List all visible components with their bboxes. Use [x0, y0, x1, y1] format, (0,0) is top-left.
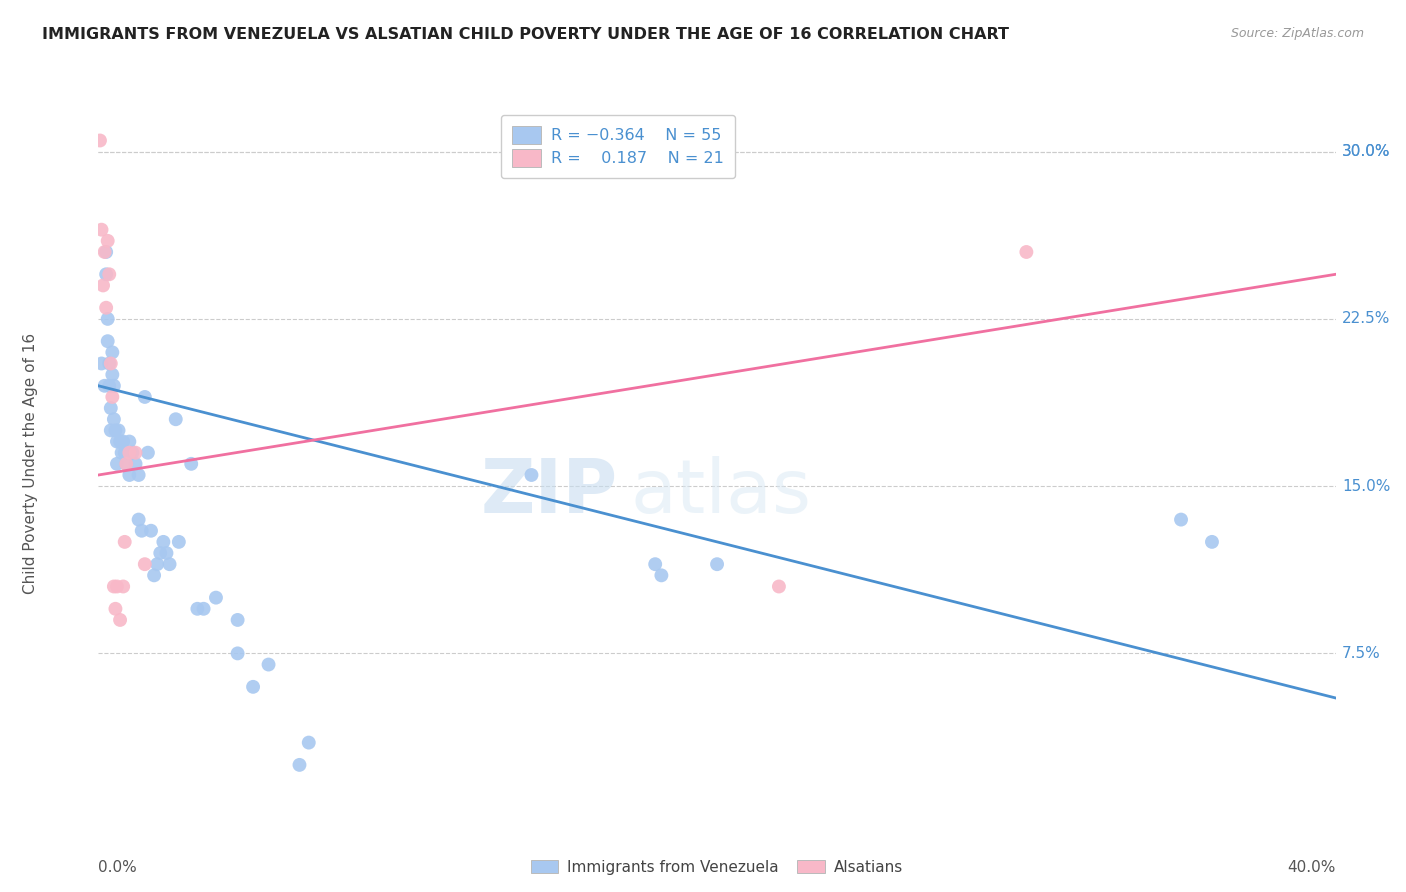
Point	[100, 424, 122, 438]
Point	[89, 133, 111, 147]
Text: 40.0%: 40.0%	[1288, 860, 1336, 875]
Point	[128, 512, 150, 526]
Point	[91, 278, 114, 293]
Point	[90, 222, 112, 236]
Point	[124, 446, 146, 460]
Text: atlas: atlas	[630, 456, 811, 529]
Point	[115, 457, 138, 471]
Point	[96, 244, 118, 259]
Point	[97, 334, 120, 349]
Point	[104, 424, 127, 438]
Text: 15.0%: 15.0%	[1341, 479, 1391, 493]
Point	[105, 434, 128, 449]
Point	[226, 613, 249, 627]
Point	[146, 557, 169, 572]
Point	[118, 446, 141, 460]
Point	[167, 534, 190, 549]
Point	[98, 378, 121, 392]
Point	[134, 557, 156, 572]
Point	[90, 356, 112, 371]
Point	[226, 646, 249, 660]
Point	[103, 412, 125, 426]
Point	[103, 378, 125, 392]
Point	[650, 568, 672, 582]
Point	[242, 680, 264, 694]
Text: 22.5%: 22.5%	[1341, 311, 1391, 326]
Point	[112, 434, 135, 449]
Point	[114, 446, 136, 460]
Point	[180, 457, 202, 471]
Text: 7.5%: 7.5%	[1341, 646, 1381, 661]
Point	[107, 424, 129, 438]
Point	[105, 457, 128, 471]
Text: IMMIGRANTS FROM VENEZUELA VS ALSATIAN CHILD POVERTY UNDER THE AGE OF 16 CORRELAT: IMMIGRANTS FROM VENEZUELA VS ALSATIAN CH…	[42, 27, 1010, 42]
Point	[165, 412, 187, 426]
Point	[108, 434, 131, 449]
Point	[111, 446, 132, 460]
Point	[100, 356, 122, 371]
Point	[103, 580, 125, 594]
Point	[149, 546, 172, 560]
Text: Source: ZipAtlas.com: Source: ZipAtlas.com	[1230, 27, 1364, 40]
Text: 30.0%: 30.0%	[1341, 145, 1391, 159]
Point	[101, 368, 124, 382]
Point	[1170, 512, 1192, 526]
Point	[186, 602, 208, 616]
Point	[128, 467, 150, 482]
Point	[134, 390, 156, 404]
Point	[100, 401, 122, 416]
Point	[124, 457, 146, 471]
Point	[121, 446, 143, 460]
Point	[143, 568, 166, 582]
Point	[96, 301, 118, 315]
Point	[98, 356, 121, 371]
Point	[139, 524, 162, 538]
Point	[101, 390, 124, 404]
Point	[152, 534, 174, 549]
Point	[112, 580, 135, 594]
Point	[644, 557, 666, 572]
Point	[193, 602, 215, 616]
Point	[155, 546, 177, 560]
Point	[118, 467, 141, 482]
Point	[104, 602, 127, 616]
Point	[159, 557, 181, 572]
Text: Child Poverty Under the Age of 16: Child Poverty Under the Age of 16	[22, 334, 38, 594]
Text: 0.0%: 0.0%	[98, 860, 138, 875]
Point	[108, 613, 131, 627]
Text: ZIP: ZIP	[481, 456, 619, 529]
Point	[520, 467, 543, 482]
Point	[101, 345, 124, 359]
Point	[131, 524, 153, 538]
Point	[706, 557, 728, 572]
Point	[115, 457, 138, 471]
Point	[768, 580, 790, 594]
Point	[1015, 244, 1038, 259]
Point	[98, 268, 121, 282]
Point	[298, 735, 321, 749]
Point	[93, 378, 115, 392]
Point	[97, 234, 120, 248]
Point	[1201, 534, 1223, 549]
Text: 30.0%: 30.0%	[1341, 145, 1391, 159]
Point	[136, 446, 159, 460]
Point	[257, 657, 280, 672]
Point	[105, 580, 128, 594]
Point	[114, 534, 136, 549]
Point	[97, 312, 120, 326]
Point	[205, 591, 228, 605]
Point	[118, 434, 141, 449]
Point	[288, 758, 311, 772]
Point	[93, 244, 115, 259]
Point	[96, 268, 118, 282]
Legend: Immigrants from Venezuela, Alsatians: Immigrants from Venezuela, Alsatians	[524, 854, 910, 880]
